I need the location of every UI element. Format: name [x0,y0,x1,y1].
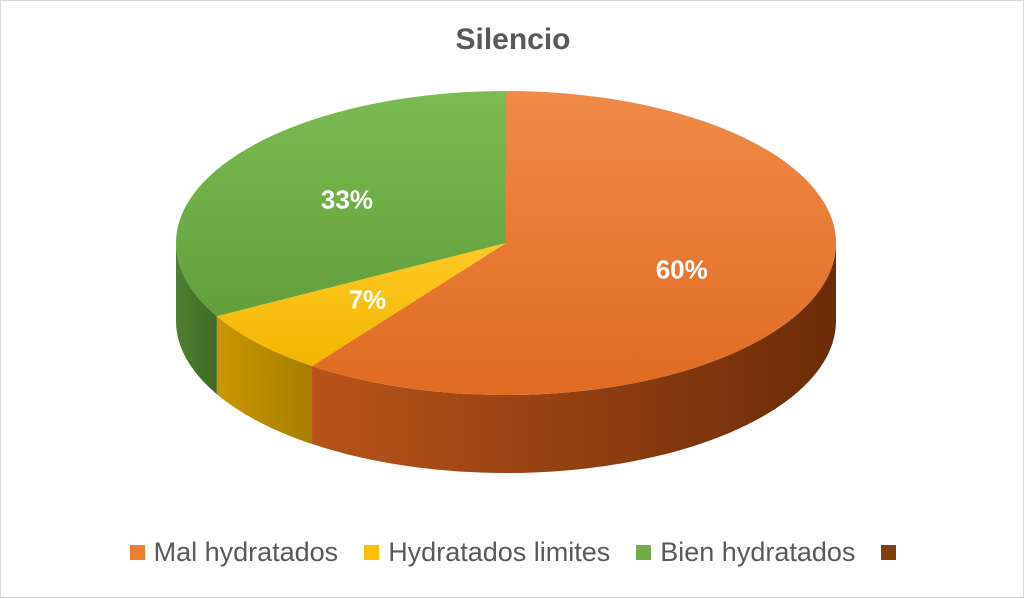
legend-label: Mal hydratados [153,537,339,567]
legend-label: Bien hydratados [660,537,856,567]
pie-slice-bien-hydratados [175,91,507,317]
pie-side-mal-hydratados [312,243,836,473]
legend-item-hydratados-limites: Hydratados limites [364,537,610,568]
pie-side-hydratados-limites [216,316,313,444]
legend-item-bien-hydratados: Bien hydratados [636,537,855,568]
legend-label: Hydratados limites [388,537,611,567]
data-label-hydratados-limites: 7% [349,284,387,314]
chart-legend: Mal hydratados Hydratados limites Bien hyd… [1,537,1024,568]
chart-title: Silencio [455,23,571,56]
legend-swatch [129,545,145,560]
legend-swatch [636,545,652,560]
pie-side-bien-hydratados [176,243,217,395]
pie-slice-mal-hydratados [312,91,836,395]
legend-item-unnamed [881,545,897,560]
legend-item-mal-hydratados: Mal hydratados [129,537,339,568]
legend-swatch [881,545,897,560]
legend-swatch [364,545,380,560]
pie-slice-hydratados-limites [216,243,507,366]
data-label-bien-hydratados: 33% [321,185,373,215]
data-label-mal-hydratados: 60% [656,254,708,284]
